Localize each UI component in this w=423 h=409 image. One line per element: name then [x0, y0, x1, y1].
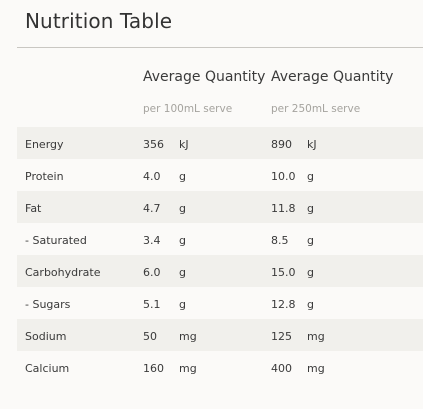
- unit-per-250ml: g: [307, 266, 314, 279]
- value-per-250ml: 11.8: [271, 202, 296, 215]
- table-row: Energy 356 kJ 890 kJ: [17, 127, 423, 159]
- nutrient-label: Fat: [25, 202, 42, 215]
- value-per-100ml: 6.0: [143, 266, 161, 279]
- value-per-100ml: 160: [143, 362, 164, 375]
- unit-per-100ml: kJ: [179, 138, 189, 151]
- value-per-250ml: 8.5: [271, 234, 289, 247]
- unit-per-250ml: g: [307, 298, 314, 311]
- nutrient-label: Calcium: [25, 362, 70, 375]
- unit-per-250ml: g: [307, 170, 314, 183]
- value-per-250ml: 15.0: [271, 266, 296, 279]
- table-row: Protein 4.0 g 10.0 g: [17, 159, 423, 191]
- column-heading-100ml: Average Quantity: [143, 69, 266, 85]
- title-divider: [17, 47, 423, 48]
- unit-per-250ml: mg: [307, 362, 325, 375]
- value-per-100ml: 5.1: [143, 298, 161, 311]
- unit-per-250ml: mg: [307, 330, 325, 343]
- nutrition-table: Energy 356 kJ 890 kJ Protein 4.0 g 10.0 …: [17, 127, 423, 383]
- unit-per-100ml: g: [179, 170, 186, 183]
- table-row: Carbohydrate 6.0 g 15.0 g: [17, 255, 423, 287]
- table-row: Sodium 50 mg 125 mg: [17, 319, 423, 351]
- nutrient-label: Energy: [25, 138, 64, 151]
- value-per-250ml: 125: [271, 330, 292, 343]
- unit-per-100ml: mg: [179, 330, 197, 343]
- unit-per-100ml: g: [179, 266, 186, 279]
- table-row: - Saturated 3.4 g 8.5 g: [17, 223, 423, 255]
- unit-per-100ml: g: [179, 202, 186, 215]
- value-per-250ml: 890: [271, 138, 292, 151]
- value-per-100ml: 50: [143, 330, 157, 343]
- nutrient-label: Carbohydrate: [25, 266, 101, 279]
- unit-per-100ml: g: [179, 298, 186, 311]
- value-per-250ml: 400: [271, 362, 292, 375]
- nutrient-label: - Saturated: [25, 234, 87, 247]
- nutrient-label: - Sugars: [25, 298, 71, 311]
- nutrient-label: Protein: [25, 170, 64, 183]
- value-per-250ml: 10.0: [271, 170, 296, 183]
- unit-per-100ml: g: [179, 234, 186, 247]
- value-per-100ml: 4.7: [143, 202, 161, 215]
- table-row: Calcium 160 mg 400 mg: [17, 351, 423, 383]
- column-heading-250ml: Average Quantity: [271, 69, 394, 85]
- value-per-100ml: 3.4: [143, 234, 161, 247]
- table-row: - Sugars 5.1 g 12.8 g: [17, 287, 423, 319]
- table-row: Fat 4.7 g 11.8 g: [17, 191, 423, 223]
- value-per-250ml: 12.8: [271, 298, 296, 311]
- column-subheading-250ml: per 250mL serve: [271, 103, 361, 115]
- unit-per-250ml: g: [307, 234, 314, 247]
- value-per-100ml: 356: [143, 138, 164, 151]
- column-subheading-100ml: per 100mL serve: [143, 103, 233, 115]
- unit-per-250ml: g: [307, 202, 314, 215]
- page-title: Nutrition Table: [25, 9, 173, 33]
- unit-per-100ml: mg: [179, 362, 197, 375]
- unit-per-250ml: kJ: [307, 138, 317, 151]
- value-per-100ml: 4.0: [143, 170, 161, 183]
- nutrient-label: Sodium: [25, 330, 67, 343]
